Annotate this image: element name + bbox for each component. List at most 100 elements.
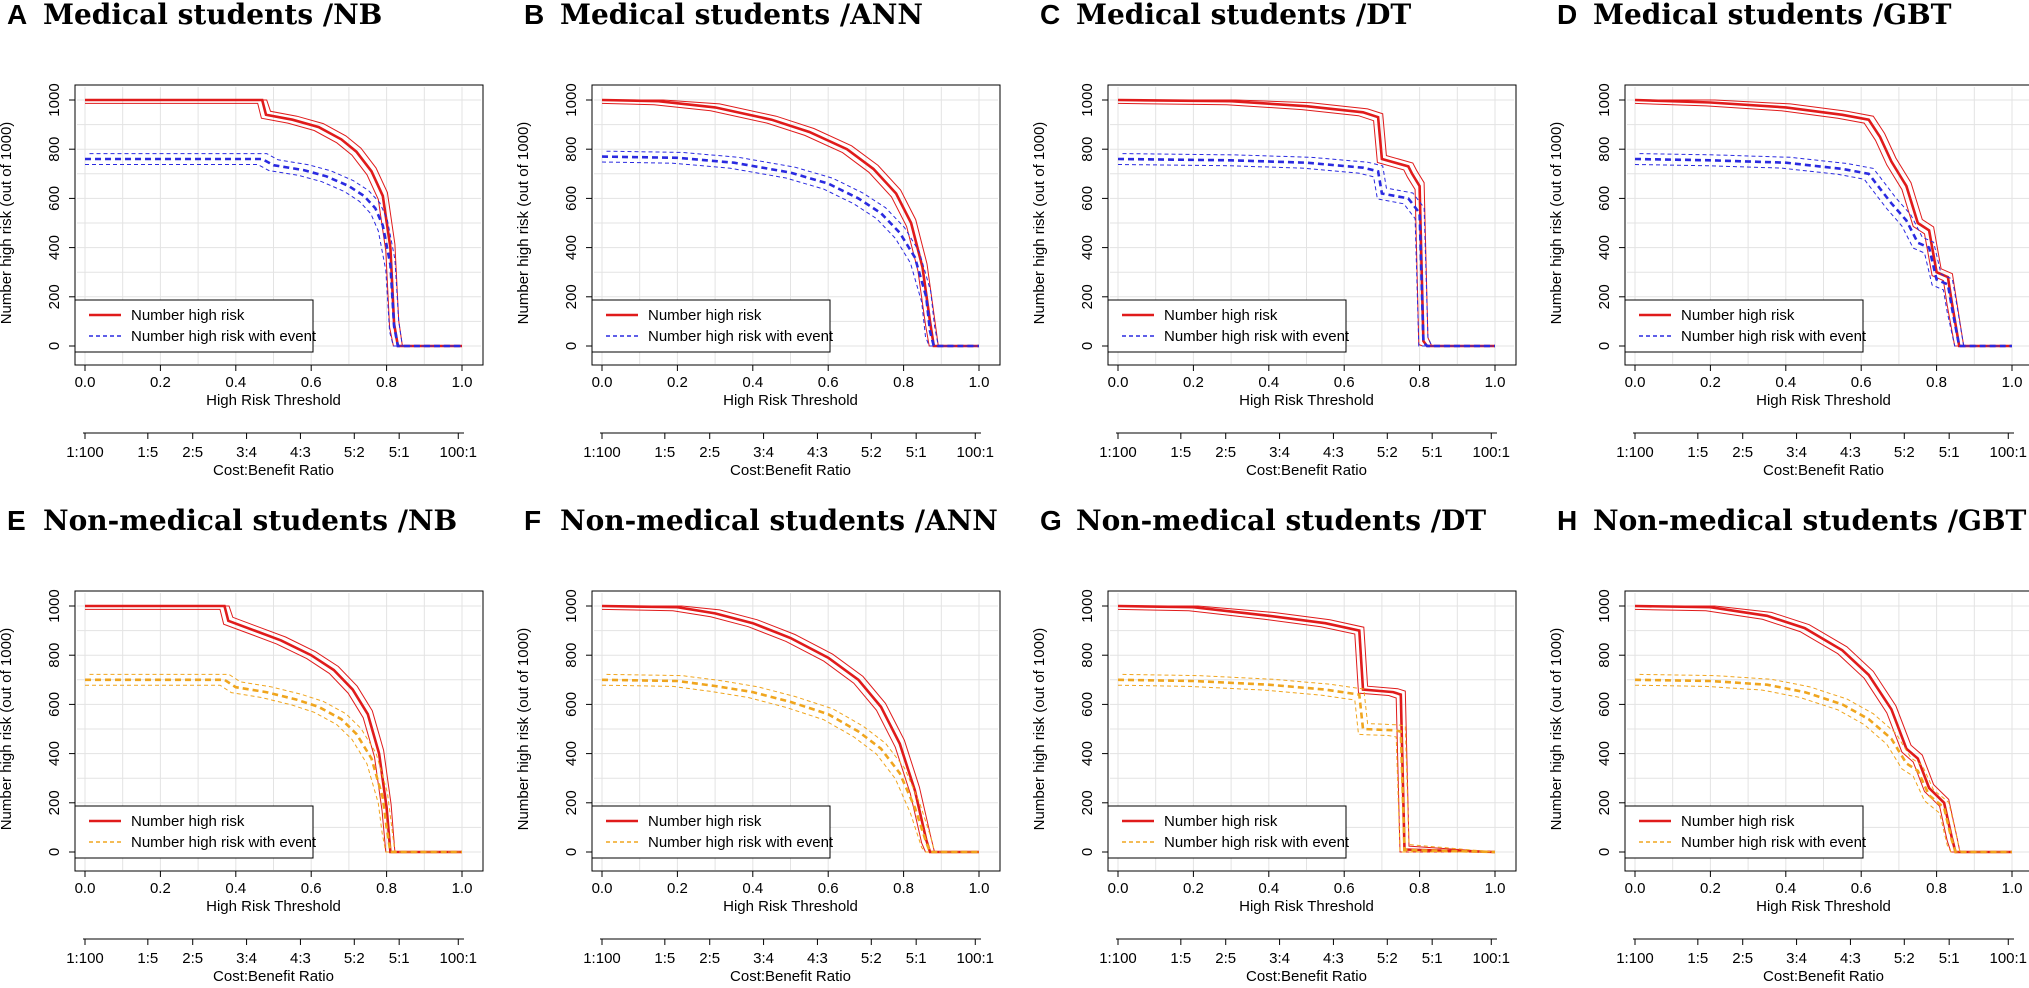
x-axis-title: High Risk Threshold — [723, 392, 858, 409]
cost-benefit-tick-label: 5:1 — [906, 444, 927, 461]
x-tick-label: 1.0 — [2002, 880, 2023, 897]
y-tick-label: 0 — [563, 342, 580, 350]
x-tick-label: 0.8 — [1409, 880, 1430, 897]
x-tick-label: 0.8 — [893, 880, 914, 897]
panel-title: Non-medical students /DT — [1076, 504, 1486, 537]
plot-frame — [74, 590, 484, 872]
y-tick-label: 200 — [1079, 790, 1096, 815]
event-series-line — [85, 157, 462, 348]
panel-letter: D — [1557, 0, 1577, 30]
x-tick-label: 0.2 — [1183, 374, 1204, 391]
cost-benefit-tick-label: 5:1 — [1422, 444, 1443, 461]
chart-panel-e: E Non-medical students /NB 0 200 400 600 800 10… — [0, 504, 484, 985]
panel-letter: E — [7, 505, 26, 536]
y-tick-label: 200 — [1079, 284, 1096, 309]
cost-benefit-tick-label: 1:100 — [1616, 950, 1654, 967]
y-tick-label: 1000 — [1079, 83, 1096, 116]
event-series-upper-band — [1122, 153, 1495, 347]
risk-series-lower-band — [85, 608, 458, 853]
panel-title: Medical students /ANN — [560, 0, 923, 31]
x-tick-label: 0.0 — [75, 374, 96, 391]
cost-benefit-axis-title: Cost:Benefit Ratio — [1763, 462, 1884, 479]
cost-benefit-tick-label: 1:5 — [1170, 950, 1191, 967]
y-axis-title: Number high risk (out of 1000) — [1031, 628, 1048, 831]
cost-benefit-tick-label: 5:1 — [389, 950, 410, 967]
legend-label-event: Number high risk with event — [131, 328, 317, 345]
x-tick-label: 0.4 — [225, 880, 246, 897]
x-tick-label: 0.6 — [1334, 374, 1355, 391]
legend-box — [74, 805, 314, 859]
event-series-lower-band — [601, 684, 975, 853]
cost-benefit-axis-title: Cost:Benefit Ratio — [213, 968, 334, 985]
cost-benefit-tick-label: 1:5 — [137, 950, 158, 967]
cost-benefit-tick-label: 2:5 — [1215, 444, 1236, 461]
risk-series-lower-band — [601, 102, 975, 347]
cost-benefit-tick-label: 5:2 — [1894, 444, 1915, 461]
cost-benefit-tick-label: 1:5 — [1170, 444, 1191, 461]
risk-series-upper-band — [1122, 605, 1496, 853]
x-tick-label: 0.2 — [667, 374, 688, 391]
event-series-line — [1117, 678, 1496, 854]
x-tick-label: 0.4 — [1775, 880, 1796, 897]
x-tick-label: 0.6 — [818, 374, 839, 391]
panel-title: Non-medical students /GBT — [1593, 504, 2027, 537]
y-axis-title: Number high risk (out of 1000) — [515, 628, 532, 831]
cost-benefit-tick-label: 1:100 — [1099, 444, 1137, 461]
cost-benefit-tick-label: 2:5 — [699, 444, 720, 461]
x-tick-label: 0.6 — [1851, 880, 1872, 897]
x-axis-title: High Risk Threshold — [1756, 898, 1891, 915]
y-tick-label: 200 — [1596, 284, 1613, 309]
y-tick-label: 600 — [1079, 186, 1096, 211]
y-tick-label: 200 — [563, 790, 580, 815]
legend-label-event: Number high risk with event — [648, 834, 834, 851]
y-axis-title: Number high risk (out of 1000) — [0, 122, 15, 325]
cost-benefit-tick-label: 5:1 — [1939, 950, 1960, 967]
y-tick-label: 600 — [46, 692, 63, 717]
risk-series-line — [85, 604, 462, 854]
y-tick-label: 600 — [1079, 692, 1096, 717]
cost-benefit-tick-label: 100:1 — [439, 444, 477, 461]
y-tick-label: 400 — [1079, 235, 1096, 260]
legend-label-event: Number high risk with event — [131, 834, 317, 851]
panel-letter: G — [1040, 505, 1062, 536]
x-tick-label: 0.0 — [1625, 880, 1646, 897]
chart-panel-h: H Non-medical students /GBT 0 200 400 600 800 1… — [1548, 504, 2029, 985]
panel-title: Medical students /DT — [1076, 0, 1411, 31]
y-tick-label: 200 — [563, 284, 580, 309]
y-tick-label: 0 — [563, 848, 580, 856]
y-tick-label: 400 — [563, 235, 580, 260]
cost-benefit-tick-label: 3:4 — [1269, 950, 1290, 967]
legend-label-event: Number high risk with event — [648, 328, 834, 345]
cost-benefit-tick-label: 2:5 — [1732, 950, 1753, 967]
x-tick-label: 0.2 — [1700, 880, 1721, 897]
chart-panel-b: B Medical students /ANN 0 200 400 600 800 1000 N… — [515, 0, 1001, 479]
event-series-lower-band — [85, 684, 458, 853]
event-series-upper-band — [89, 153, 462, 347]
y-axis-title: Number high risk (out of 1000) — [1548, 122, 1565, 325]
legend-label-risk: Number high risk — [1681, 307, 1795, 324]
x-axis-title: High Risk Threshold — [723, 898, 858, 915]
y-axis-title: Number high risk (out of 1000) — [1031, 122, 1048, 325]
y-axis-title: Number high risk (out of 1000) — [1548, 628, 1565, 831]
x-tick-label: 0.0 — [1625, 374, 1646, 391]
cost-benefit-tick-label: 5:1 — [906, 950, 927, 967]
legend-box — [74, 299, 314, 353]
cost-benefit-tick-label: 5:2 — [344, 444, 365, 461]
legend-label-risk: Number high risk — [1164, 813, 1278, 830]
cost-benefit-tick-label: 2:5 — [1732, 444, 1753, 461]
y-tick-label: 1000 — [1596, 83, 1613, 116]
x-tick-label: 0.2 — [667, 880, 688, 897]
panel-title: Non-medical students /NB — [43, 504, 457, 537]
legend-label-risk: Number high risk — [131, 307, 245, 324]
y-tick-label: 800 — [563, 137, 580, 162]
x-tick-label: 0.2 — [1700, 374, 1721, 391]
legend-label-risk: Number high risk — [1164, 307, 1278, 324]
cost-benefit-tick-label: 2:5 — [182, 444, 203, 461]
plot-frame — [1107, 590, 1517, 872]
risk-series-line — [1634, 98, 2012, 348]
cost-benefit-tick-label: 1:100 — [583, 444, 621, 461]
cost-benefit-axis-title: Cost:Benefit Ratio — [730, 462, 851, 479]
x-axis-title: High Risk Threshold — [1239, 392, 1374, 409]
cost-benefit-tick-label: 4:3 — [807, 444, 828, 461]
